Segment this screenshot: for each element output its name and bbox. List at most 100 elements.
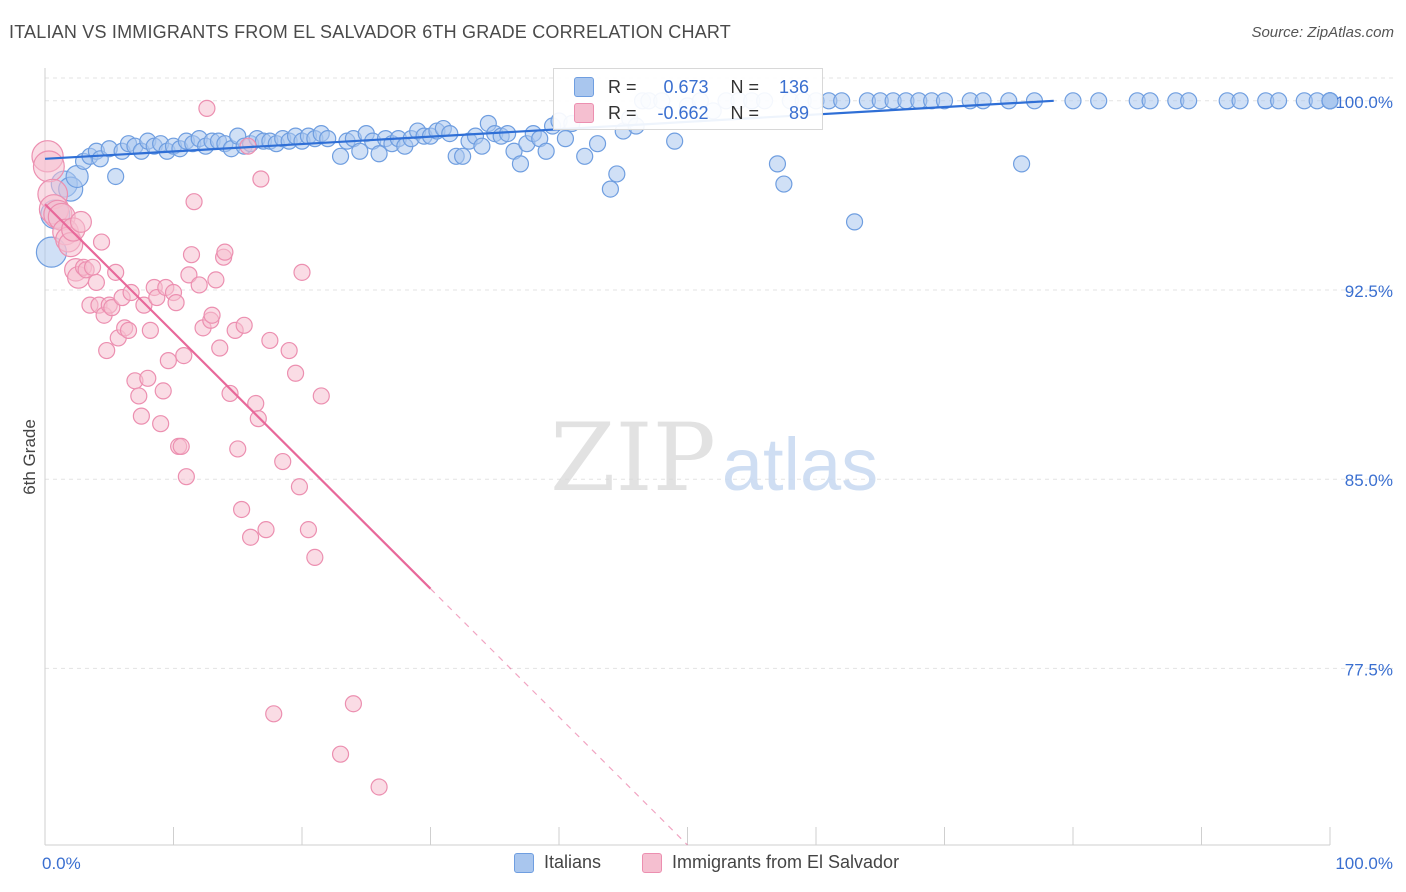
x-tick-label: 100.0% [1335, 854, 1393, 873]
bottom-legend-label-el-salvador: Immigrants from El Salvador [672, 852, 900, 872]
italian-point [1000, 92, 1018, 110]
italian-point [974, 92, 992, 110]
italian-point [775, 175, 793, 193]
bottom-legend: Italians Immigrants from El Salvador [0, 852, 1406, 876]
el-salvador-point [107, 263, 125, 281]
italian-point [319, 130, 337, 148]
grid [45, 77, 1394, 669]
el-salvador-point [249, 410, 267, 428]
el-salvador-point [370, 778, 388, 796]
italian-point [601, 180, 620, 198]
el-salvador-point [119, 321, 138, 339]
source-label: Source: ZipAtlas.com [1251, 24, 1394, 41]
legend-r-value: 0.673 [663, 76, 709, 97]
chart-title: ITALIAN VS IMMIGRANTS FROM EL SALVADOR 6… [9, 22, 731, 42]
italian-point [1064, 92, 1082, 110]
legend-swatch-el-salvador [574, 103, 594, 123]
italian-point [351, 142, 369, 160]
el-salvador-point [172, 437, 190, 456]
el-salvador-point [261, 331, 279, 350]
italian-point [1180, 92, 1198, 110]
italian-trend-line [44, 99, 1054, 160]
legend-r-label: R = [608, 76, 637, 97]
italian-point [1090, 92, 1108, 110]
el-salvador-point [141, 321, 159, 339]
legend-n-value: 136 [778, 76, 810, 97]
italian-point [454, 147, 472, 165]
el-salvador-point [233, 500, 251, 519]
bottom-legend-swatch-el-salvador [642, 852, 662, 873]
watermark: ZIP atlas [550, 404, 878, 513]
y-axis-label: 6th Grade [20, 419, 39, 495]
y-tick-label: 77.5% [1345, 660, 1393, 679]
el-salvador-point [344, 695, 362, 713]
el-salvador-point [182, 246, 201, 264]
italian-point [473, 137, 491, 155]
x-tick-label: 0.0% [42, 854, 81, 873]
el-salvador-point [139, 369, 157, 387]
y-tick-label: 92.5% [1345, 282, 1393, 301]
italian-point [370, 145, 388, 163]
el-salvador-point [229, 440, 247, 458]
el-salvador-trend-line [44, 203, 432, 590]
el-salvador-point [252, 170, 270, 188]
legend-n-value: 89 [789, 102, 810, 123]
el-salvador-point [312, 387, 330, 405]
italian-point [1141, 92, 1159, 110]
italian-point [441, 124, 459, 143]
italian-point [331, 147, 350, 165]
italian-point [1231, 92, 1249, 110]
italian-point [1269, 92, 1288, 110]
italian-point [107, 167, 125, 186]
el-salvador-point [177, 468, 195, 486]
el-salvador-point [221, 384, 239, 403]
italian-point [845, 213, 864, 231]
el-salvador-point [87, 273, 106, 292]
legend-r-value: -0.662 [657, 102, 709, 123]
el-salvador-point [203, 306, 221, 324]
trend-lines [44, 99, 1054, 846]
watermark-zip: ZIP [550, 404, 716, 513]
italian-point [576, 147, 594, 165]
el-salvador-point [207, 271, 225, 289]
italian-point [556, 130, 575, 148]
el-salvador-point [280, 341, 298, 360]
italian-point [935, 92, 954, 110]
el-salvador-point [83, 258, 102, 276]
el-salvador-point [299, 521, 318, 539]
el-salvador-point [235, 316, 253, 334]
el-salvador-point [159, 352, 177, 370]
el-salvador-point [290, 478, 309, 496]
tick-labels: 77.5% 85.0% 92.5% 100.0% 0.0% 100.0% [42, 93, 1393, 873]
el-salvador-point [274, 452, 292, 471]
watermark-atlas: atlas [722, 423, 878, 506]
legend-row-italians: R = 0.673 N = 136 [574, 75, 809, 99]
italian-point [588, 135, 607, 153]
el-salvador-point [216, 243, 234, 261]
legend-r-label: R = [608, 102, 637, 123]
legend-row-el-salvador: R = -0.662 N = 89 [574, 101, 809, 125]
el-salvador-trend-line-extension [430, 588, 688, 846]
el-salvador-point [167, 294, 185, 312]
y-tick-label: 85.0% [1345, 471, 1393, 490]
bottom-legend-label-italians: Italians [544, 852, 602, 872]
el-salvador-point [69, 210, 92, 233]
legend-swatch-italians [574, 77, 594, 97]
el-salvador-point [265, 705, 283, 723]
el-salvador-point [257, 521, 275, 539]
el-salvador-point [122, 283, 140, 302]
el-salvador-point [190, 276, 208, 294]
el-salvador-point [130, 387, 148, 405]
italian-point [1321, 92, 1339, 110]
correlation-legend: R = 0.673 N = 136 R = -0.662 N = 89 [553, 68, 823, 130]
bottom-legend-italians[interactable]: Italians [514, 852, 601, 873]
el-salvador-point [180, 266, 198, 284]
italian-point [768, 155, 787, 173]
el-salvador-point [154, 382, 172, 400]
el-salvador-point [132, 407, 150, 425]
el-salvador-point [286, 364, 305, 382]
el-salvador-point [185, 193, 203, 211]
bottom-legend-el-salvador[interactable]: Immigrants from El Salvador [642, 852, 899, 873]
legend-n-label: N = [730, 76, 760, 97]
